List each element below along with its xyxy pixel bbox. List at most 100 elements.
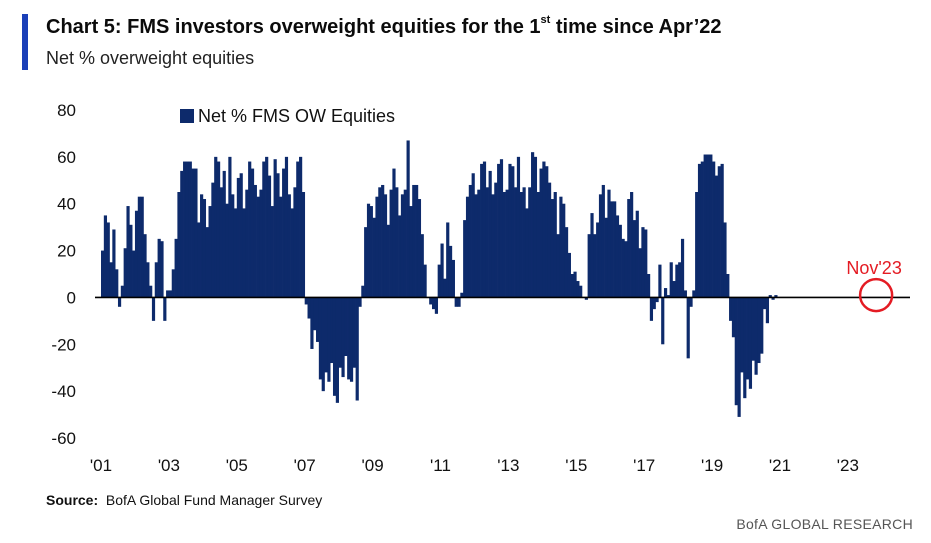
bar [191,168,195,298]
bar [434,297,439,314]
bar [649,297,654,321]
bar [392,168,396,298]
bar [508,163,512,298]
bar [129,224,133,298]
x-tick-label: '17 [633,456,655,475]
bar [615,215,620,298]
bar [734,297,738,406]
bar [559,196,563,298]
bar [502,192,506,298]
bar [700,161,704,298]
bar [680,238,685,298]
bar [154,262,158,298]
bar [330,297,334,364]
bar [381,184,385,298]
bar [593,234,597,298]
bar [697,163,702,298]
x-tick-label: '11 [430,456,451,475]
bar [386,224,390,298]
bar [253,184,257,298]
bar [239,173,243,298]
bar [751,297,755,361]
bar [284,156,289,298]
bar [499,159,504,298]
bar [465,196,470,298]
bar [647,274,651,298]
bar [219,187,223,298]
bar [610,201,614,298]
bar [225,203,229,298]
bar [287,194,291,298]
bar [567,252,571,298]
bar [494,182,498,298]
bar [505,189,509,298]
bar [332,297,337,396]
bar [143,234,147,298]
bar [488,170,492,298]
legend-swatch [180,109,194,123]
bar [553,192,557,298]
bar [627,199,631,298]
bar [197,222,201,298]
bar [675,264,679,298]
bar [366,203,371,298]
bar [714,175,719,298]
bar [641,227,645,298]
x-tick-label: '19 [701,456,723,475]
bar [194,168,198,298]
bar [327,297,331,382]
bar [448,245,453,298]
bar [695,192,699,298]
bar [318,297,323,380]
bar [468,184,472,298]
bar [474,194,478,298]
bar [202,199,207,298]
bar [120,285,124,298]
bar [729,297,733,321]
bar [112,229,116,298]
y-tick-label: -60 [51,429,76,448]
bar [768,295,772,298]
bar [491,194,495,298]
bar [550,199,554,298]
x-tick-label: '13 [497,456,519,475]
bar [205,227,209,298]
x-tick-label: '15 [565,456,587,475]
bar [774,295,778,298]
bar [757,297,761,364]
bar [607,189,611,298]
bar [140,196,144,298]
legend: Net % FMS OW Equities [180,106,395,126]
bar [536,192,540,298]
bar [514,187,518,298]
bar [451,259,455,298]
bar [378,187,382,298]
bar [547,182,552,298]
bar [349,297,354,382]
bar [282,168,286,298]
bar [299,156,303,298]
bar [539,168,543,298]
bar [497,163,501,298]
bar [375,196,379,298]
bar [720,163,724,298]
bar [556,234,560,298]
bar [352,297,356,368]
bar [273,159,277,298]
bar [746,297,750,380]
bar [482,161,487,298]
bar [655,297,659,303]
bar [703,154,707,298]
bar [301,192,306,298]
bar [726,274,730,298]
bar [146,262,150,298]
bar [265,156,269,298]
y-tick-label: -20 [51,335,76,354]
bar [344,297,348,356]
bar [743,297,747,399]
title-accent-bar [22,14,28,70]
bar [137,196,141,298]
bar [630,192,634,298]
bar [372,217,376,298]
x-tick-label: '23 [837,456,859,475]
